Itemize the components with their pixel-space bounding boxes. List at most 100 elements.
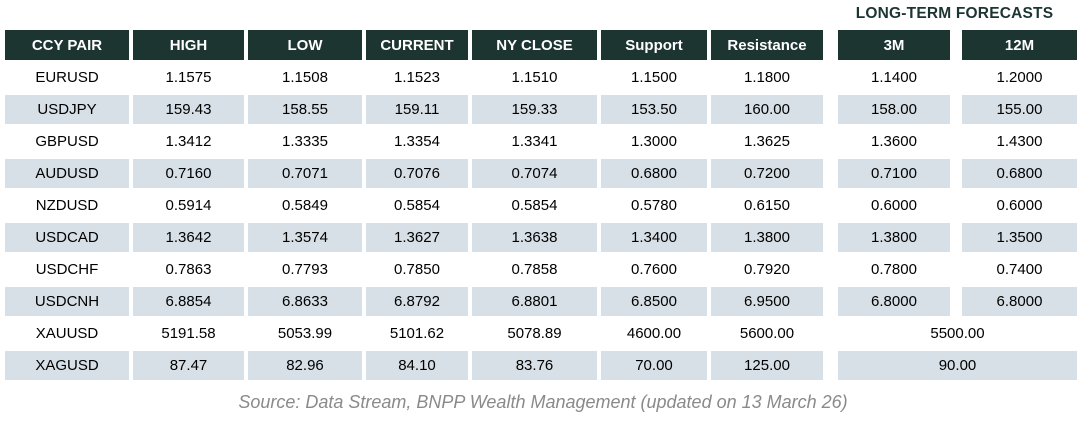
value-cell: 160.00 (711, 95, 823, 124)
value-cell: 159.43 (133, 95, 244, 124)
value-cell: 1.3800 (711, 223, 823, 252)
value-cell: 83.76 (472, 351, 597, 380)
column-header-current: CURRENT (366, 30, 468, 60)
column-header-support: Support (601, 30, 707, 60)
value-cell: 153.50 (601, 95, 707, 124)
value-cell: 1.1575 (133, 63, 244, 92)
value-cell: 6.8801 (472, 287, 597, 316)
value-cell: 6.8854 (133, 287, 244, 316)
pair-cell: USDCNH (5, 287, 129, 316)
value-cell: 5078.89 (472, 319, 597, 348)
value-cell: 1.3335 (248, 127, 362, 156)
value-cell: 1.4300 (954, 127, 1077, 156)
value-cell: 1.2000 (954, 63, 1077, 92)
value-cell: 1.3625 (711, 127, 823, 156)
long-term-merged-cell: 90.00 (827, 351, 1077, 380)
value-cell: 0.5854 (472, 191, 597, 220)
column-header-12m: 12M (954, 30, 1077, 60)
value-cell: 0.7863 (133, 255, 244, 284)
value-cell: 0.7400 (954, 255, 1077, 284)
column-header-resistance: Resistance (711, 30, 823, 60)
value-cell: 0.5854 (366, 191, 468, 220)
value-cell: 0.6150 (711, 191, 823, 220)
value-cell: 70.00 (601, 351, 707, 380)
value-cell: 1.3600 (827, 127, 950, 156)
value-cell: 0.7793 (248, 255, 362, 284)
value-cell: 5053.99 (248, 319, 362, 348)
value-cell: 1.3400 (601, 223, 707, 252)
value-cell: 1.3642 (133, 223, 244, 252)
value-cell: 0.7076 (366, 159, 468, 188)
value-cell: 6.8500 (601, 287, 707, 316)
value-cell: 4600.00 (601, 319, 707, 348)
value-cell: 158.55 (248, 95, 362, 124)
value-cell: 6.8792 (366, 287, 468, 316)
value-cell: 1.3500 (954, 223, 1077, 252)
value-cell: 5101.62 (366, 319, 468, 348)
pair-cell: AUDUSD (5, 159, 129, 188)
value-cell: 1.3000 (601, 127, 707, 156)
value-cell: 0.7071 (248, 159, 362, 188)
value-cell: 0.7200 (711, 159, 823, 188)
column-header-ccy-pair: CCY PAIR (5, 30, 129, 60)
pair-cell: XAUUSD (5, 319, 129, 348)
column-header-3m: 3M (827, 30, 950, 60)
value-cell: 0.7858 (472, 255, 597, 284)
value-cell: 1.3638 (472, 223, 597, 252)
column-header-low: LOW (248, 30, 362, 60)
value-cell: 6.8000 (827, 287, 950, 316)
value-cell: 0.6800 (601, 159, 707, 188)
pair-cell: USDCAD (5, 223, 129, 252)
source-caption: Source: Data Stream, BNPP Wealth Managem… (238, 392, 848, 412)
value-cell: 0.7600 (601, 255, 707, 284)
value-cell: 0.5914 (133, 191, 244, 220)
value-cell: 1.3627 (366, 223, 468, 252)
value-cell: 0.7800 (827, 255, 950, 284)
pair-cell: NZDUSD (5, 191, 129, 220)
value-cell: 1.1500 (601, 63, 707, 92)
value-cell: 1.1800 (711, 63, 823, 92)
value-cell: 0.6000 (827, 191, 950, 220)
column-header-ny-close: NY CLOSE (472, 30, 597, 60)
value-cell: 1.1523 (366, 63, 468, 92)
value-cell: 1.3800 (827, 223, 950, 252)
long-term-merged-cell: 5500.00 (827, 319, 1077, 348)
value-cell: 1.3354 (366, 127, 468, 156)
pair-cell: GBPUSD (5, 127, 129, 156)
value-cell: 0.7920 (711, 255, 823, 284)
value-cell: 1.1508 (248, 63, 362, 92)
value-cell: 1.1400 (827, 63, 950, 92)
pair-cell: USDJPY (5, 95, 129, 124)
value-cell: 159.11 (366, 95, 468, 124)
value-cell: 5600.00 (711, 319, 823, 348)
value-cell: 0.7160 (133, 159, 244, 188)
value-cell: 0.6800 (954, 159, 1077, 188)
long-term-forecasts-label: LONG-TERM FORECASTS (855, 5, 1054, 22)
value-cell: 6.8000 (954, 287, 1077, 316)
value-cell: 0.7100 (827, 159, 950, 188)
pair-cell: XAGUSD (5, 351, 129, 380)
value-cell: 6.9500 (711, 287, 823, 316)
value-cell: 5191.58 (133, 319, 244, 348)
value-cell: 0.7850 (366, 255, 468, 284)
value-cell: 0.5849 (248, 191, 362, 220)
value-cell: 158.00 (827, 95, 950, 124)
value-cell: 1.3574 (248, 223, 362, 252)
pair-cell: EURUSD (5, 63, 129, 92)
value-cell: 6.8633 (248, 287, 362, 316)
value-cell: 0.7074 (472, 159, 597, 188)
value-cell: 0.5780 (601, 191, 707, 220)
value-cell: 1.3341 (472, 127, 597, 156)
value-cell: 155.00 (954, 95, 1077, 124)
value-cell: 84.10 (366, 351, 468, 380)
value-cell: 125.00 (711, 351, 823, 380)
value-cell: 82.96 (248, 351, 362, 380)
value-cell: 87.47 (133, 351, 244, 380)
pair-cell: USDCHF (5, 255, 129, 284)
fx-forecast-table: CCY PAIR HIGH LOW CURRENT NY CLOSE Suppo… (5, 30, 1077, 380)
value-cell: 0.6000 (954, 191, 1077, 220)
value-cell: 1.3412 (133, 127, 244, 156)
value-cell: 1.1510 (472, 63, 597, 92)
value-cell: 159.33 (472, 95, 597, 124)
